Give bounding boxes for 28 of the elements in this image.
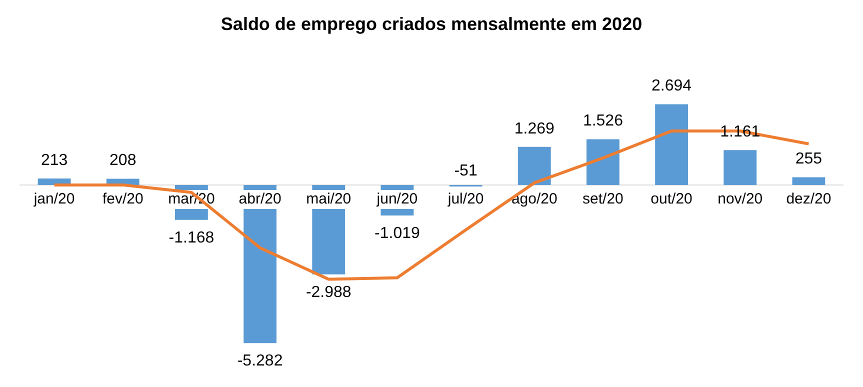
x-tick-label: jun/20	[376, 190, 418, 208]
x-tick-label: set/20	[582, 190, 624, 208]
data-label: -2.988	[306, 284, 352, 301]
x-tick-label: fev/20	[102, 190, 144, 208]
data-label: 1.526	[582, 112, 624, 130]
x-tick-label: dez/20	[786, 190, 832, 208]
data-label: -51	[454, 162, 478, 180]
data-label: -1.019	[374, 224, 420, 242]
data-label: 1.269	[514, 120, 554, 138]
chart-title: Saldo de emprego criados mensalmente em 2020	[220, 14, 642, 34]
data-label: -5.282	[237, 352, 283, 370]
bar	[724, 150, 757, 185]
x-tick-label: jul/20	[446, 190, 484, 208]
bar	[518, 146, 551, 185]
bar	[586, 139, 620, 185]
data-label: 208	[110, 152, 136, 170]
bar	[792, 177, 826, 185]
x-tick-label: jan/20	[32, 190, 75, 208]
x-tick-label: nov/20	[718, 190, 763, 208]
x-tick-label: ago/20	[511, 190, 558, 208]
x-tick-label: mai/20	[306, 190, 352, 208]
x-tick-label: abr/20	[238, 190, 282, 208]
data-label: 2.694	[652, 78, 692, 95]
bar	[655, 104, 688, 185]
data-label: -1.168	[168, 229, 214, 246]
data-label: 255	[795, 150, 822, 168]
data-label: 213	[40, 152, 68, 169]
x-tick-label: out/20	[650, 190, 692, 208]
